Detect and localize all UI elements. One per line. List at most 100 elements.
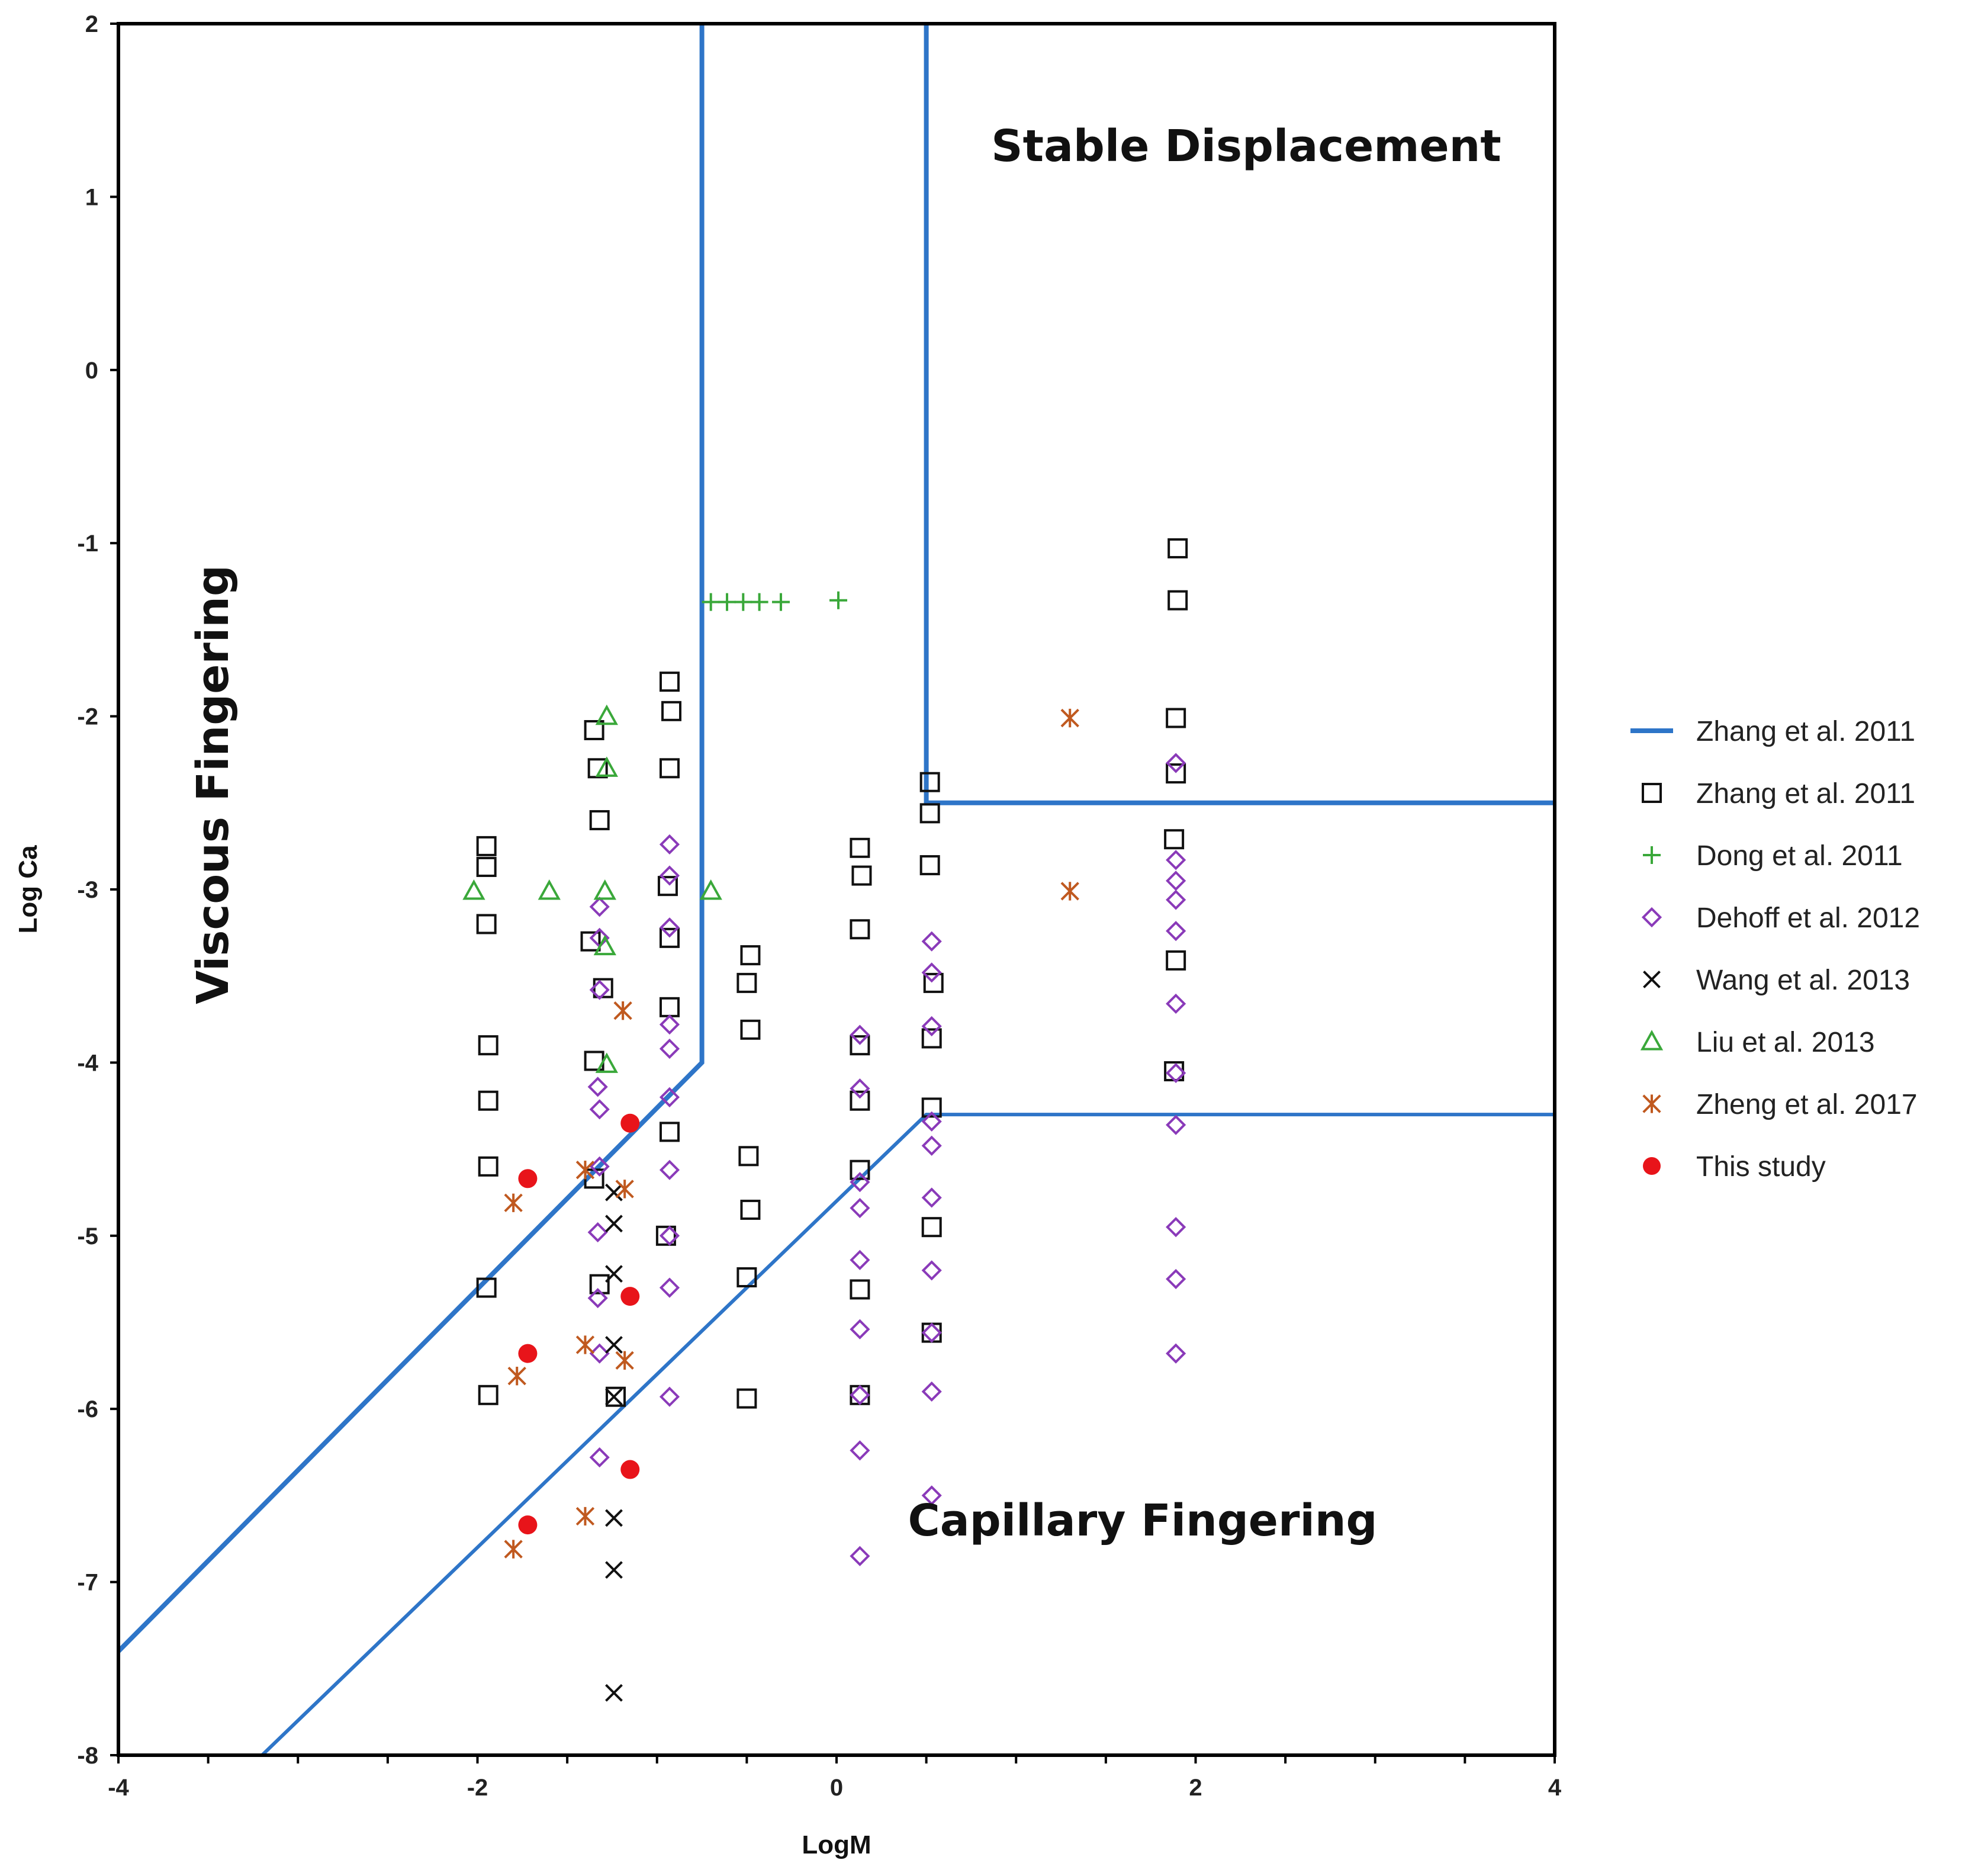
data-point-diamond: [1166, 753, 1186, 773]
legend-marker-x: [1643, 971, 1661, 988]
data-point-square: [850, 1090, 870, 1111]
axis-ticks: -4 -2 0 2 4 2 1 0 -1 -2 -3 -4 -5 -6 -7 -8: [77, 11, 1561, 1801]
data-point-diamond: [659, 1038, 680, 1059]
data-point-diamond: [587, 1222, 608, 1243]
data-point-square: [851, 865, 872, 886]
y-tick-label: -3: [77, 877, 98, 903]
data-point-plus: [829, 591, 848, 609]
data-point-square: [606, 1386, 626, 1407]
data-point-triangle: [699, 879, 722, 900]
data-point-square: [919, 772, 940, 792]
data-point-square: [659, 672, 680, 692]
data-point-square: [850, 1035, 870, 1056]
data-point-diamond: [589, 1099, 610, 1120]
data-point-x: [605, 1509, 623, 1527]
data-point-diamond: [850, 1172, 870, 1193]
data-point-diamond: [1166, 1268, 1186, 1289]
data-point-diamond: [850, 1384, 870, 1405]
data-point-diamond: [1166, 1343, 1186, 1364]
data-point-asterisk: [1060, 882, 1079, 901]
boundary-lines: [117, 24, 1555, 1757]
legend-label: Zheng et al. 2017: [1696, 1089, 1918, 1120]
data-point-asterisk: [613, 1001, 632, 1020]
data-point-square: [919, 855, 940, 876]
y-tick-label: 2: [85, 11, 98, 37]
data-point-diamond: [589, 1447, 610, 1468]
data-point-x: [605, 1387, 623, 1406]
legend-marker-diamond: [1641, 907, 1662, 928]
data-point-triangle: [593, 934, 616, 956]
data-point-square: [476, 836, 497, 856]
legend-label: Dehoff et al. 2012: [1696, 902, 1920, 934]
regime-boundary-line: [117, 24, 705, 1653]
data-point-square: [478, 1090, 498, 1111]
data-point-square: [1167, 590, 1188, 611]
y-axis-title: Log Ca: [14, 845, 43, 934]
data-point-square: [740, 1019, 761, 1040]
data-point-diamond: [1166, 921, 1186, 942]
data-point-triangle: [462, 879, 485, 900]
data-point-diamond: [850, 1249, 870, 1270]
data-point-square: [919, 803, 940, 824]
legend-marker-asterisk: [1642, 1094, 1661, 1113]
legend-label: Dong et al. 2011: [1696, 840, 1903, 872]
series-zhang-et-al-2011: [476, 538, 1188, 1409]
x-tick-label: 2: [1189, 1775, 1202, 1801]
data-point-plus: [734, 593, 752, 611]
legend-marker-square: [1642, 783, 1662, 803]
data-point-plus: [702, 593, 720, 611]
series-liu-et-al-2013: [462, 704, 722, 1073]
data-point-x: [605, 1215, 623, 1233]
data-point-diamond: [659, 1225, 680, 1246]
data-point-x: [605, 1336, 623, 1354]
data-point-triangle: [593, 879, 616, 900]
data-point-square: [478, 1156, 498, 1177]
data-point-diamond: [659, 1277, 680, 1298]
data-point-diamond: [1166, 870, 1186, 891]
data-point-square: [584, 719, 604, 740]
data-point-asterisk: [575, 1335, 595, 1354]
data-point-square: [589, 810, 610, 831]
data-point-square: [850, 837, 870, 858]
x-tick-label: 4: [1548, 1775, 1562, 1801]
data-point-circle: [620, 1460, 640, 1479]
data-point-diamond: [1166, 1062, 1186, 1084]
data-point-diamond: [921, 1485, 942, 1506]
data-point-square: [850, 919, 870, 940]
data-point-diamond: [589, 1156, 610, 1177]
data-point-diamond: [921, 1187, 942, 1208]
data-point-square: [1166, 708, 1186, 728]
region-label-stable-displacement: Stable Displacement: [991, 121, 1501, 172]
data-point-triangle: [595, 704, 618, 725]
data-point-asterisk: [575, 1161, 595, 1180]
data-point-diamond: [659, 1159, 680, 1180]
y-tick-label: 0: [85, 358, 98, 384]
data-point-square: [1164, 829, 1185, 850]
data-point-asterisk: [504, 1540, 523, 1559]
x-axis-title: LogM: [802, 1830, 871, 1859]
series-wang-et-al-2013: [605, 1183, 623, 1702]
series-dehoff-et-al-2012: [587, 753, 1186, 1566]
data-point-square: [850, 1159, 870, 1180]
data-point-square: [736, 1388, 757, 1409]
data-point-diamond: [921, 1322, 942, 1343]
data-point-square: [1167, 538, 1188, 558]
data-point-square: [921, 1028, 942, 1049]
series-zheng-et-al-2017: [504, 708, 1079, 1559]
data-point-asterisk: [504, 1193, 523, 1212]
data-point-circle: [518, 1344, 538, 1363]
data-point-square: [736, 1267, 757, 1287]
y-tick-label: -8: [77, 1743, 98, 1769]
data-point-square: [850, 1279, 870, 1300]
data-point-square: [478, 1035, 498, 1056]
y-tick-label: -6: [77, 1396, 98, 1422]
legend-marker-plus: [1643, 846, 1661, 864]
x-tick-label: 0: [830, 1775, 843, 1801]
legend-label: Liu et al. 2013: [1696, 1027, 1875, 1058]
data-point-asterisk: [615, 1351, 634, 1370]
data-point-square: [661, 701, 682, 721]
data-point-diamond: [1166, 1217, 1186, 1238]
data-point-square: [587, 758, 608, 779]
